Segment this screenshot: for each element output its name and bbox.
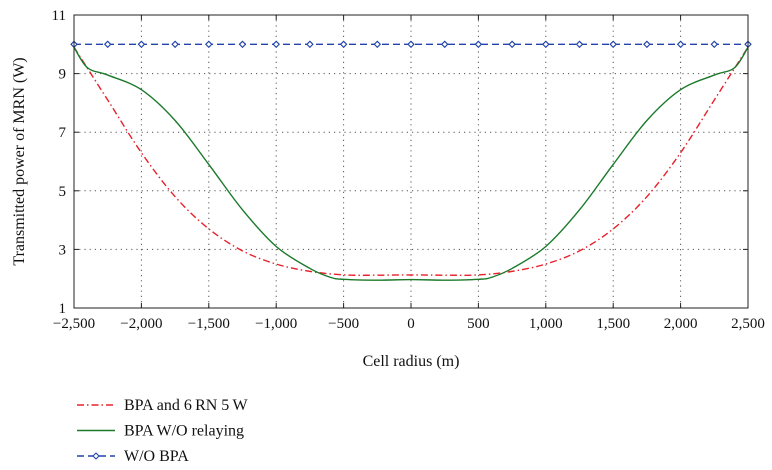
data-point-marker	[407, 40, 415, 49]
x-tick-label: −1,000	[255, 316, 297, 332]
series-3	[70, 40, 752, 49]
data-point-marker	[508, 40, 516, 49]
x-tick-label: −2,000	[120, 316, 162, 332]
x-tick-label: 1,000	[529, 316, 563, 332]
data-point-marker	[575, 40, 584, 49]
data-point-marker	[676, 40, 685, 49]
data-point-marker	[609, 40, 617, 49]
y-tick-label: 1	[59, 301, 67, 317]
data-point-marker	[205, 40, 213, 49]
series-layer	[70, 40, 752, 281]
x-tick-label: 0	[407, 316, 415, 332]
legend-label: BPA W/O relaying	[124, 423, 244, 440]
x-tick-label: 1,500	[596, 316, 630, 332]
legend-item-2: BPA W/O relaying	[77, 423, 244, 440]
data-point-marker	[474, 40, 483, 49]
y-tick-label: 5	[59, 184, 67, 200]
series-1	[73, 46, 749, 276]
data-point-marker	[103, 40, 112, 49]
axis-ticks: −2,500 −2,000 −1,500 −1,000 −500 0 500 1,000 1,5…	[52, 8, 765, 332]
data-point-marker	[440, 40, 449, 49]
data-point-marker	[542, 40, 550, 49]
data-point-marker	[643, 40, 651, 49]
x-tick-label: 500	[467, 316, 490, 332]
x-tick-label: −2,500	[53, 316, 95, 332]
legend: BPA and 6 RN 5 W BPA W/O relaying W/O BPA	[77, 397, 249, 465]
data-point-marker	[137, 40, 146, 49]
series-line	[73, 46, 749, 281]
data-point-marker	[710, 40, 719, 49]
data-point-marker	[339, 40, 348, 49]
y-tick-label: 3	[59, 242, 67, 258]
x-tick-label: 2,500	[731, 316, 765, 332]
data-point-marker	[306, 40, 314, 49]
data-point-marker	[373, 40, 382, 49]
series-line	[73, 46, 749, 276]
y-tick-label: 9	[59, 67, 67, 83]
y-axis-title: Transmitted power of MRN (W)	[11, 57, 28, 265]
y-tick-label: 7	[59, 125, 67, 141]
x-axis-title: Cell radius (m)	[363, 353, 460, 370]
x-tick-label: −1,500	[188, 316, 230, 332]
legend-item-1: BPA and 6 RN 5 W	[77, 397, 249, 414]
data-point-marker	[171, 40, 179, 49]
legend-label: BPA and 6 RN 5 W	[124, 397, 249, 414]
data-point-marker	[238, 40, 247, 49]
grid-lines	[74, 15, 748, 308]
x-tick-label: −500	[328, 316, 359, 332]
legend-item-3: W/O BPA	[77, 448, 189, 465]
y-tick-label: 11	[52, 8, 66, 24]
legend-marker	[92, 452, 100, 460]
series-2	[73, 46, 749, 281]
legend-label: W/O BPA	[124, 448, 189, 465]
x-tick-label: 2,000	[664, 316, 698, 332]
data-point-marker	[272, 40, 280, 49]
